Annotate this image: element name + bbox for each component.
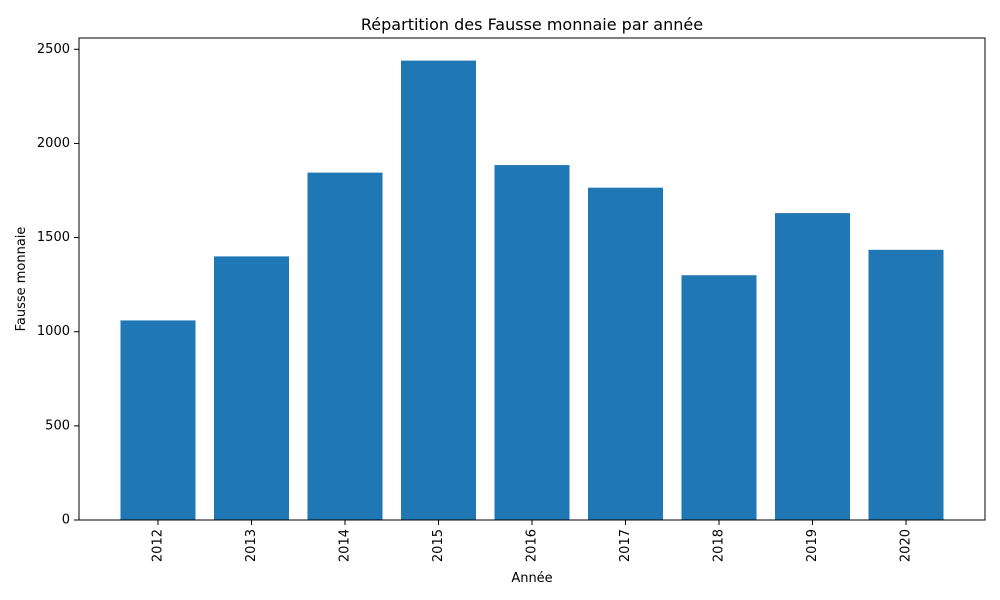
y-tick-label: 0 [62,513,70,528]
bar-2019 [775,213,850,520]
y-tick-label: 500 [45,418,70,433]
y-tick-label: 2500 [37,42,70,57]
bar-2020 [868,249,944,520]
bar-2014 [307,172,383,520]
plot-frame [78,37,986,521]
x-axis-label: Année [511,571,552,586]
bars-group [120,60,944,520]
bar-2018 [681,275,757,520]
x-tick-label: 2015 [431,529,446,562]
bar-2017 [588,187,663,520]
x-axis-ticks: 2012 2013 2014 2015 2016 2017 2018 2019 2020 [151,520,914,562]
bar-2012 [120,320,196,520]
y-axis-ticks: 0 500 1000 1500 2000 2500 [37,42,79,528]
y-axis-label: Fausse monnaie [14,227,29,332]
x-tick-label: 2014 [338,529,353,562]
x-tick-label: 2016 [525,529,540,562]
x-tick-label: 2018 [712,529,727,562]
x-tick-label: 2020 [899,529,914,562]
y-tick-label: 1000 [37,324,70,339]
y-tick-label: 2000 [37,136,70,151]
x-tick-label: 2012 [151,529,166,562]
x-tick-label: 2019 [805,529,820,562]
x-tick-label: 2017 [618,529,633,562]
y-tick-label: 1500 [37,230,70,245]
bar-2013 [214,256,289,520]
x-tick-label: 2013 [244,529,259,562]
bar-2016 [494,165,570,520]
chart-title: Répartition des Fausse monnaie par année [361,15,703,34]
bar-2015 [401,60,476,520]
